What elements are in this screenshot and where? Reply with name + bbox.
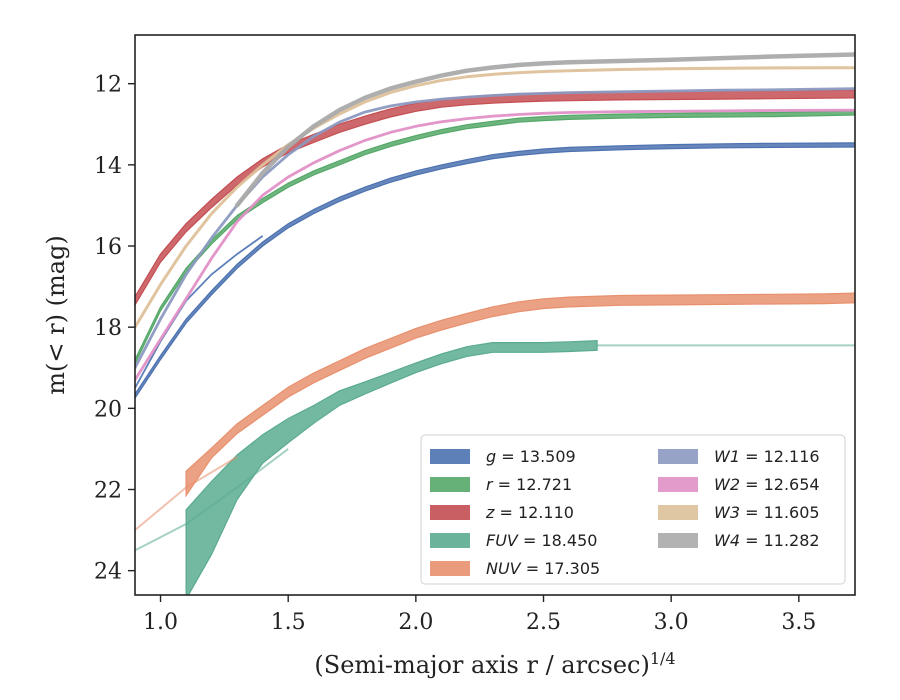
legend-item-g: g = 13.509 — [430, 447, 576, 466]
legend: g = 13.509 r = 12.721 z = 12.110 FUV = 18.4… — [420, 434, 846, 585]
x-tick-label: 1.0 — [143, 610, 178, 635]
legend-label: FUV = 18.450 — [486, 531, 597, 550]
legend-box — [420, 434, 846, 585]
legend-item-w4: W4 = 11.282 — [658, 531, 820, 550]
series-layer — [135, 52, 855, 595]
series-w2 — [135, 108, 855, 382]
x-axis: 1.0 1.5 2.0 2.5 3.0 3.5 — [143, 595, 816, 635]
legend-swatch — [430, 449, 470, 464]
series-w1 — [135, 87, 855, 370]
legend-swatch — [658, 533, 698, 548]
legend-label: r = 12.721 — [486, 475, 572, 494]
series-w1-line — [135, 87, 855, 370]
legend-swatch — [658, 477, 698, 492]
y-axis-title: m(< r) (mag) — [42, 235, 70, 394]
y-tick-label: 18 — [94, 316, 122, 341]
x-axis-title: (Semi-major axis r / arcsec)1/4 — [314, 649, 675, 680]
series-g — [135, 142, 855, 400]
legend-label: z = 12.110 — [485, 503, 574, 522]
series-nuv — [135, 292, 855, 531]
legend-swatch — [658, 449, 698, 464]
y-tick-label: 22 — [94, 478, 122, 503]
x-tick-label: 3.5 — [781, 610, 816, 635]
legend-item-fuv: FUV = 18.450 — [430, 531, 597, 550]
series-w3 — [135, 66, 855, 329]
series-w4 — [234, 52, 855, 208]
x-tick-label: 3.0 — [654, 610, 689, 635]
series-w2-line — [135, 108, 855, 382]
y-tick-label: 12 — [94, 73, 122, 98]
plot-frame — [134, 34, 856, 596]
x-tick-label: 1.5 — [271, 610, 306, 635]
legend-label: W2 = 12.654 — [714, 475, 820, 494]
legend-item-w1: W1 = 12.116 — [658, 447, 820, 466]
legend-item-w2: W2 = 12.654 — [658, 475, 820, 494]
legend-swatch — [658, 505, 698, 520]
series-r-band — [135, 110, 855, 364]
series-fuv — [135, 339, 855, 595]
legend-label: W3 = 11.605 — [714, 503, 820, 522]
x-tick-label: 2.0 — [398, 610, 433, 635]
series-g-lower-line — [135, 235, 264, 389]
series-w3-line — [135, 66, 855, 329]
y-tick-label: 24 — [94, 560, 122, 585]
series-r — [135, 110, 855, 364]
legend-label: W1 = 12.116 — [714, 447, 820, 466]
legend-item-w3: W3 = 11.605 — [658, 503, 820, 522]
legend-label: NUV = 17.305 — [486, 559, 600, 578]
legend-item-z: z = 12.110 — [430, 503, 574, 522]
y-axis: 12 14 16 18 20 22 24 — [94, 73, 135, 585]
legend-item-r: r = 12.721 — [430, 475, 572, 494]
legend-swatch — [430, 505, 470, 520]
y-tick-label: 16 — [94, 235, 122, 260]
legend-item-nuv: NUV = 17.305 — [430, 559, 600, 578]
series-w4-line — [234, 52, 855, 208]
legend-swatch — [430, 561, 470, 576]
y-tick-label: 20 — [94, 397, 122, 422]
series-nuv-band — [185, 292, 855, 498]
series-fuv-band — [185, 339, 598, 595]
legend-label: g = 13.509 — [486, 447, 576, 466]
legend-swatch — [430, 533, 470, 548]
legend-swatch — [430, 477, 470, 492]
series-g-band — [135, 142, 855, 400]
x-tick-label: 2.5 — [526, 610, 561, 635]
y-tick-label: 14 — [94, 154, 122, 179]
legend-label: W4 = 11.282 — [714, 531, 820, 550]
